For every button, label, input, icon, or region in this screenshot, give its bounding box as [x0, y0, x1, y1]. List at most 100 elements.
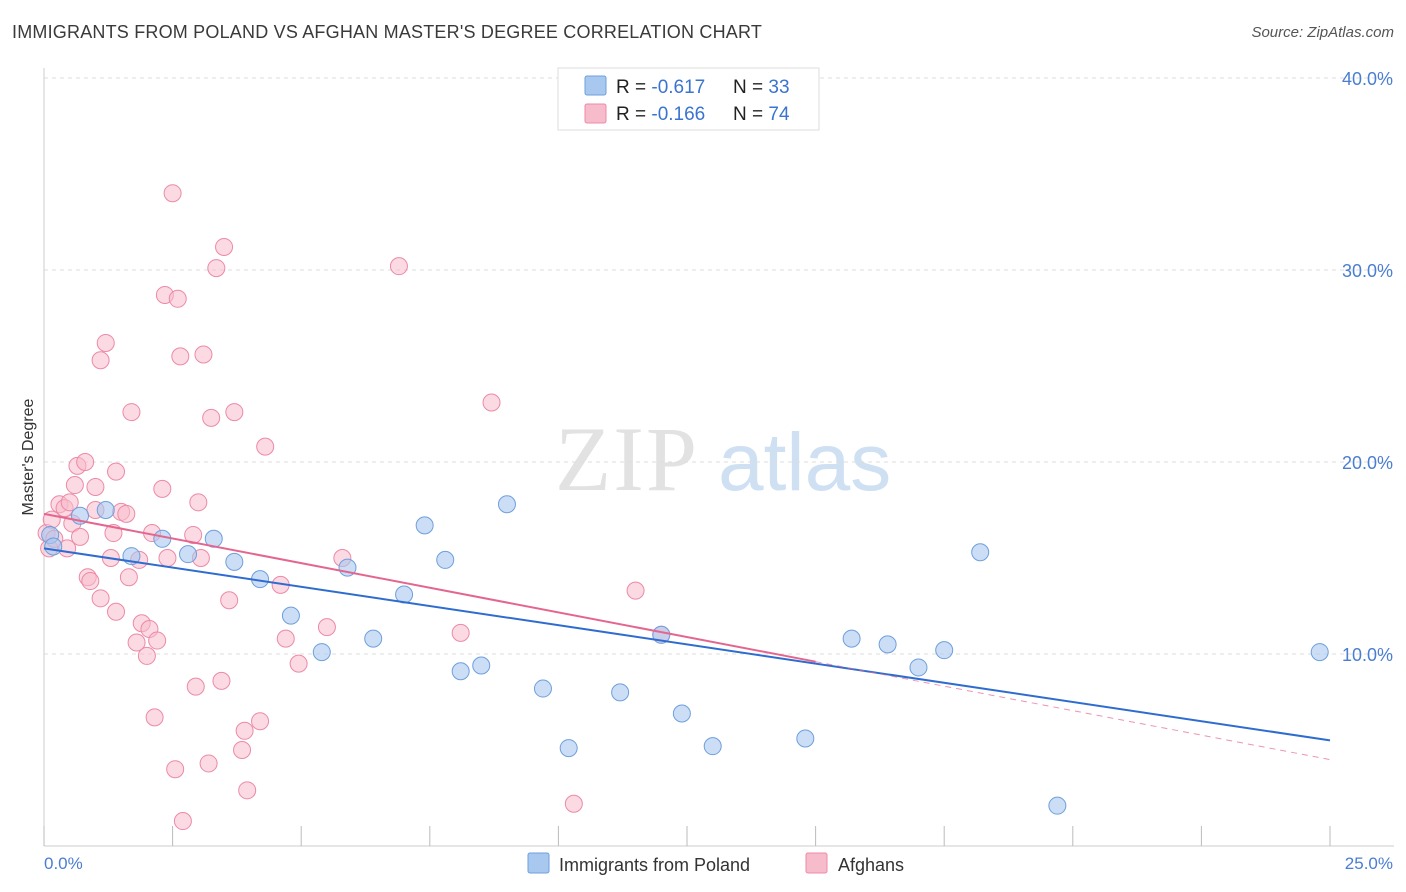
afghans-point: [122, 403, 141, 422]
y-tick-labels: 10.0% 20.0% 30.0% 40.0%: [1342, 69, 1393, 665]
afghans-point: [168, 289, 187, 308]
poland-point: [1310, 643, 1329, 662]
poland-point: [533, 679, 552, 698]
legend-label-afghans[interactable]: Afghans: [838, 855, 904, 875]
afghans-point: [186, 677, 205, 696]
afghans-point: [107, 462, 126, 481]
afghans-point: [81, 572, 100, 591]
afghans-point: [276, 629, 295, 648]
poland-point: [703, 737, 722, 756]
afghans-point: [233, 741, 252, 759]
afghans-trend-line: [43, 512, 816, 663]
poland-point: [312, 643, 331, 662]
afghans-point: [166, 760, 185, 779]
afghans-point: [207, 259, 226, 278]
legend: Immigrants from Poland Afghans: [527, 852, 904, 875]
afghans-point: [173, 812, 192, 831]
afghans-point: [86, 477, 105, 496]
afghans-point: [65, 476, 84, 495]
svg-text:R = -0.617: R = -0.617: [616, 77, 705, 98]
axes: [43, 68, 1394, 847]
stats-box: R = -0.617 N = 33 R = -0.166 N = 74: [557, 67, 820, 131]
x-tick-label-min: 0.0%: [44, 854, 83, 873]
afghans-point: [184, 525, 203, 544]
y-axis-label: Master's Degree: [20, 398, 37, 515]
grid-lines: [44, 77, 1394, 655]
afghans-point: [145, 708, 164, 727]
afghans-point: [389, 257, 408, 276]
poland-point: [436, 550, 455, 569]
afghans-point: [117, 504, 136, 523]
legend-swatch-afghans[interactable]: [805, 852, 828, 874]
stats-n-label-afghans: N =: [733, 104, 768, 125]
stats-n-value-afghans: 74: [768, 104, 790, 125]
watermark-zip: ZIP: [555, 408, 699, 510]
afghans-point: [76, 453, 95, 471]
afghans-point: [199, 754, 218, 773]
afghans-point: [220, 591, 239, 610]
poland-point: [878, 635, 897, 654]
afghans-point: [256, 437, 275, 456]
afghans-point: [194, 345, 213, 364]
afghans-point: [482, 393, 501, 412]
svg-text:N = 33: N = 33: [733, 77, 790, 98]
svg-text:N = 74: N = 74: [733, 104, 790, 125]
trend-lines: [43, 512, 1331, 761]
y-tick-label: 30.0%: [1342, 261, 1393, 281]
afghans-point: [215, 237, 234, 256]
poland-points: [41, 495, 1329, 815]
afghans-point: [251, 712, 270, 731]
poland-point: [935, 641, 954, 660]
afghans-point: [189, 493, 208, 512]
stats-r-label-afghans: R =: [616, 104, 651, 125]
poland-point: [415, 516, 434, 535]
afghans-point: [127, 633, 146, 652]
poland-point: [96, 501, 115, 519]
poland-point: [611, 683, 630, 702]
poland-point: [497, 495, 516, 514]
afghans-point: [148, 631, 167, 650]
stats-r-label-poland: R =: [616, 77, 651, 98]
afghans-point: [91, 351, 110, 370]
afghans-point: [202, 408, 221, 427]
chart-title: IMMIGRANTS FROM POLAND VS AFGHAN MASTER'…: [12, 22, 763, 42]
stats-r-value-afghans: -0.166: [651, 104, 705, 125]
stats-r-value-poland: -0.617: [651, 77, 705, 98]
stats-n-label-poland: N =: [733, 77, 768, 98]
poland-point: [451, 662, 470, 681]
afghans-point: [289, 654, 308, 673]
poland-point: [842, 629, 861, 648]
afghans-point: [96, 333, 115, 352]
afghans-point: [163, 184, 182, 203]
poland-point: [281, 606, 300, 625]
poland-point: [472, 656, 491, 675]
afghans-trend-extension: [815, 661, 1331, 761]
afghans-point: [158, 549, 177, 567]
legend-swatch-poland[interactable]: [527, 852, 550, 874]
poland-point: [796, 729, 815, 748]
poland-point: [971, 543, 990, 562]
afghans-point: [171, 347, 190, 366]
chart-source: Source: ZipAtlas.com: [1251, 24, 1394, 41]
stats-swatch-poland: [584, 75, 607, 96]
y-tick-label: 10.0%: [1342, 645, 1393, 665]
poland-point: [44, 537, 63, 556]
afghans-point: [137, 646, 156, 665]
poland-point: [179, 545, 198, 564]
afghans-point: [91, 589, 110, 608]
afghans-point: [107, 602, 126, 621]
poland-point: [1048, 796, 1067, 815]
poland-point: [364, 629, 383, 648]
poland-point: [909, 658, 928, 677]
poland-point: [672, 704, 691, 723]
afghans-point: [235, 721, 254, 740]
x-tick-marks: [43, 826, 1331, 846]
poland-trend-line: [43, 547, 1331, 742]
afghans-point: [451, 623, 470, 642]
legend-label-poland[interactable]: Immigrants from Poland: [559, 855, 750, 875]
afghans-point: [225, 403, 244, 422]
stats-n-value-poland: 33: [768, 77, 789, 98]
stats-swatch-afghans: [584, 103, 607, 124]
y-tick-label: 40.0%: [1342, 69, 1393, 89]
